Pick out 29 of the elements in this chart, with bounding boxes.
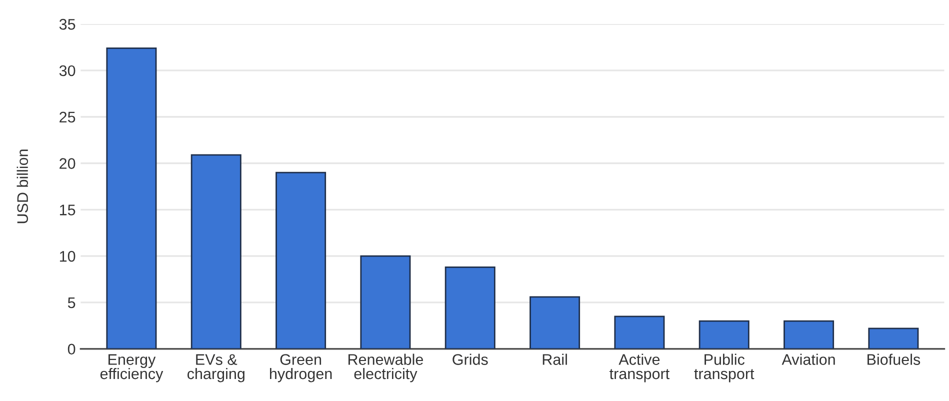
y-axis-title: USD billion	[16, 150, 28, 224]
x-tick-label: Aviation	[782, 354, 835, 365]
bar	[530, 296, 580, 349]
y-tick-label: 20	[60, 158, 76, 169]
bar	[106, 47, 157, 349]
y-tick-label: 5	[68, 297, 76, 308]
x-tick-label: Renewable electricity	[348, 354, 424, 382]
bar	[868, 328, 919, 349]
x-tick-label: Public transport	[694, 354, 754, 382]
y-tick-label: 30	[59, 65, 76, 76]
x-tick-label: Rail	[542, 354, 567, 365]
y-tick-label: 10	[60, 250, 76, 262]
bar	[360, 255, 411, 349]
x-tick-label: Grids	[452, 354, 488, 365]
x-tick-label: Energy efficiency	[100, 354, 164, 382]
bar	[698, 320, 750, 349]
y-tick-label: 35	[59, 18, 76, 30]
y-tick-label: 0	[68, 344, 76, 355]
x-tick-label: Green hydrogen	[270, 354, 332, 382]
x-tick-label: EVs & charging	[187, 354, 244, 382]
x-tick-label: Active transport	[610, 354, 670, 382]
bar	[276, 172, 326, 349]
y-tick-label: 25	[60, 112, 76, 123]
bar	[444, 266, 496, 349]
x-tick-label: Biofuels	[868, 354, 920, 365]
bar	[190, 154, 242, 349]
bar	[784, 320, 834, 349]
y-tick-label: 15	[60, 204, 76, 216]
bar	[614, 316, 665, 349]
